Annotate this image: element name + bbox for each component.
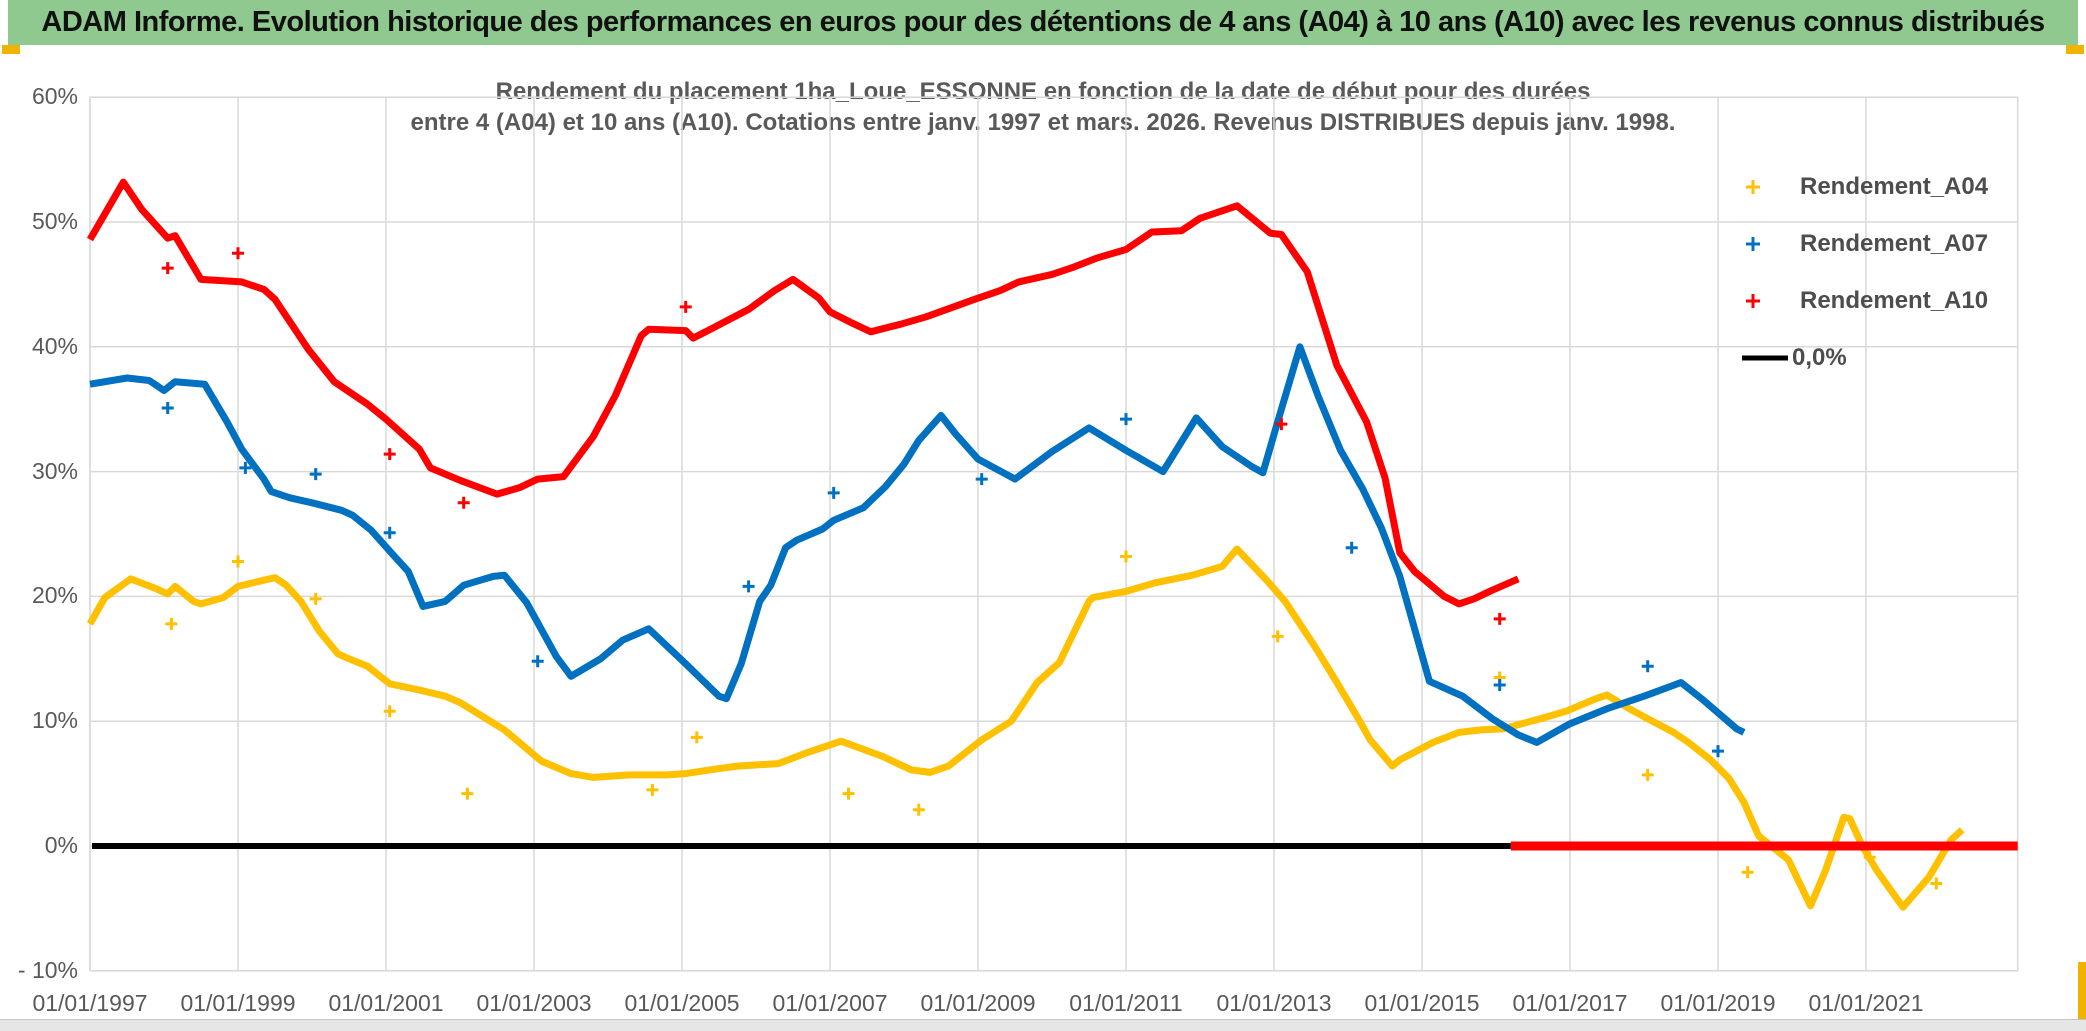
y-tick-label: 40% [31, 332, 78, 359]
x-tick-label: 01/01/2009 [920, 990, 1036, 1016]
y-tick-label: 10% [31, 707, 78, 734]
x-tick-label: 01/01/2015 [1364, 990, 1480, 1016]
y-tick-label: - 10% [17, 956, 78, 983]
series-rendement_a04-outlier-marker [842, 787, 855, 800]
x-tick-label: 01/01/2021 [1808, 990, 1924, 1016]
y-tick-label: 20% [31, 582, 78, 609]
series-rendement_a04-outlier-marker [1641, 768, 1654, 781]
gold-bracket-bottom-right-v[interactable] [2078, 962, 2086, 1031]
legend-item-rendement-a10[interactable]: Rendement_A10 [1742, 284, 1988, 318]
series-rendement_a07-outlier-marker [161, 401, 174, 414]
series-rendement_a07-outlier-marker [309, 468, 322, 481]
series-rendement_a10-outlier-marker [457, 496, 470, 509]
series-rendement_a07-outlier-marker [1345, 541, 1358, 554]
series-rendement_a10-outlier-marker [161, 262, 174, 275]
legend-line-icon [1742, 355, 1788, 361]
series-rendement_a07-outlier-marker [1641, 660, 1654, 673]
x-tick-label: 01/01/2013 [1216, 990, 1332, 1016]
series-rendement_a10-outlier-marker [1275, 418, 1288, 431]
series-rendement_a10-line[interactable] [86, 178, 1520, 608]
series-rendement_a07-outlier-marker [383, 526, 396, 539]
chart-title-line2: entre 4 (A04) et 10 ans (A10). Cotations… [410, 109, 1676, 136]
series-rendement_a10-outlier-marker [232, 247, 244, 260]
x-tick-label: 01/01/2019 [1660, 990, 1776, 1016]
x-tick-label: 01/01/2001 [328, 990, 444, 1016]
legend-plus-icon [1746, 180, 1760, 194]
series-rendement_a04-outlier-marker [383, 705, 396, 718]
x-tick-label: 01/01/2007 [772, 990, 888, 1016]
series-rendement_a04-outlier-marker [232, 555, 244, 568]
series-rendement_a07-line[interactable] [89, 343, 1746, 746]
series-rendement_a07-outlier-marker [827, 486, 840, 499]
series-rendement_a07-outlier-marker [1712, 745, 1724, 758]
y-tick-label: 50% [31, 208, 78, 234]
chart-title-line1: Rendement du placement 1ha_Loue_ESSONNE … [495, 78, 1591, 105]
series-rendement_a04-outlier-marker [912, 803, 925, 816]
series-rendement_a07-outlier-marker [975, 473, 988, 486]
series-rendement_a04-outlier-marker [646, 783, 659, 796]
banner: ADAM Informe. Evolution historique des p… [8, 0, 2078, 45]
x-tick-label: 01/01/2011 [1069, 990, 1183, 1016]
series-rendement_a04-outlier-marker [1741, 866, 1754, 879]
banner-title: ADAM Informe. Evolution historique des p… [41, 6, 2045, 38]
legend-item-label: Rendement_A04 [1800, 173, 1989, 200]
series-rendement_a04-outlier-marker [1930, 877, 1943, 890]
series-rendement_a04-outlier-marker [461, 787, 474, 800]
y-tick-label: 0% [44, 832, 78, 858]
legend-item-label: Rendement_A07 [1800, 230, 1989, 257]
y-tick-label: 30% [31, 457, 78, 484]
series-rendement_a07-outlier-marker [1120, 413, 1132, 426]
x-tick-label: 01/01/1997 [32, 990, 148, 1016]
series-rendement_a07-outlier-marker [239, 461, 252, 474]
window-bottom-strip [0, 1019, 2086, 1031]
series-rendement_a04-outlier-marker [1120, 550, 1132, 563]
series-rendement_a04-outlier-marker [1271, 630, 1284, 643]
series-rendement_a07-outlier-marker [1493, 679, 1506, 692]
legend-item-label: Rendement_A10 [1800, 287, 1989, 314]
legend-plus-icon [1746, 237, 1760, 251]
series-rendement_a10-outlier-marker [383, 448, 396, 461]
x-tick-label: 01/01/2003 [476, 990, 592, 1016]
series-rendement_a07-outlier-marker [531, 655, 544, 668]
series-rendement_a04-outlier-marker [690, 731, 703, 744]
legend-item-0-0-[interactable]: 0,0% [1742, 341, 1847, 375]
series-rendement_a07-outlier-marker [742, 580, 755, 593]
series-rendement_a10-outlier-marker [679, 300, 692, 313]
x-tick-label: 01/01/2017 [1512, 990, 1628, 1016]
series-rendement_a04-outlier-marker [309, 592, 322, 605]
series-rendement_a04-outlier-marker [1863, 851, 1876, 864]
x-tick-label: 01/01/2005 [624, 990, 740, 1016]
legend-item-label: 0,0% [1792, 344, 1847, 371]
gold-tab-top-left[interactable] [2, 45, 20, 54]
series-rendement_a04-line[interactable] [86, 545, 1965, 911]
series-rendement_a10-outlier-marker [1493, 612, 1506, 625]
legend-item-rendement-a07[interactable]: Rendement_A07 [1742, 227, 1988, 261]
chart-title[interactable]: Rendement du placement 1ha_Loue_ESSONNE … [293, 76, 1793, 138]
series-rendement_a04-outlier-marker [165, 617, 178, 630]
x-tick-label: 01/01/1999 [180, 990, 296, 1016]
plot-border [89, 96, 2019, 972]
legend-plus-icon [1746, 294, 1760, 308]
y-tick-label: 60% [31, 83, 78, 110]
gold-tab-top-right[interactable] [2066, 45, 2084, 54]
legend-item-rendement-a04[interactable]: Rendement_A04 [1742, 170, 1988, 204]
